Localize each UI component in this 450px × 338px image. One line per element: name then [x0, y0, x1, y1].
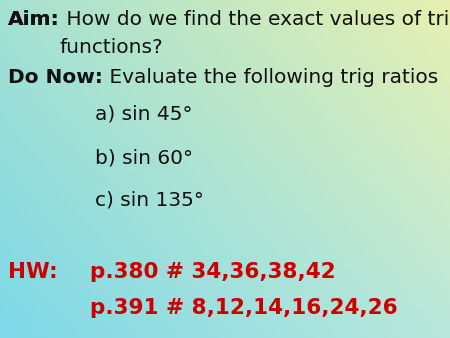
Text: functions?: functions? [60, 38, 164, 57]
Text: p.380 # 34,36,38,42: p.380 # 34,36,38,42 [90, 262, 336, 282]
Text: b) sin 60°: b) sin 60° [95, 148, 193, 167]
Text: How do we find the exact values of trig: How do we find the exact values of trig [59, 10, 450, 29]
Text: Evaluate the following trig ratios: Evaluate the following trig ratios [103, 68, 438, 87]
Text: a) sin 45°: a) sin 45° [95, 105, 193, 124]
Text: Do Now:: Do Now: [8, 68, 103, 87]
Text: Aim:: Aim: [8, 10, 59, 29]
Text: c) sin 135°: c) sin 135° [95, 191, 204, 210]
Text: HW:: HW: [8, 262, 58, 282]
Text: Aim:: Aim: [8, 10, 59, 29]
Text: p.391 # 8,12,14,16,24,26: p.391 # 8,12,14,16,24,26 [90, 298, 398, 318]
